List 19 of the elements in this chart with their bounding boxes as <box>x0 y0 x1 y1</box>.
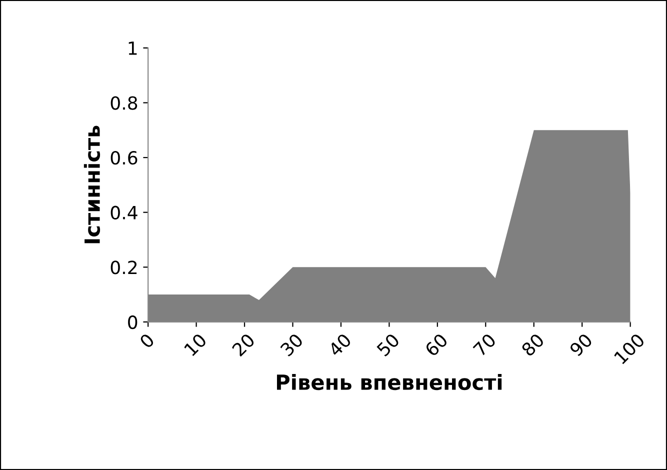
x-tick-label: 60 <box>424 332 448 357</box>
x-tick-label: 70 <box>472 332 497 357</box>
x-tick-label: 30 <box>280 332 304 357</box>
y-axis-title: Істинність <box>84 126 100 244</box>
x-tick-label: 10 <box>184 332 208 356</box>
x-tick-label: 100 <box>614 332 646 365</box>
y-tick-label: 1 <box>128 42 137 55</box>
x-tick-label: 90 <box>568 332 594 357</box>
y-tick-label: 0.6 <box>110 151 138 165</box>
y-tick-label: 0.8 <box>110 96 138 110</box>
x-tick-label: 0 <box>138 332 155 349</box>
y-tick-label: 0.2 <box>110 260 137 274</box>
x-tick-label: 50 <box>376 332 400 357</box>
y-tick-label: 0 <box>128 315 138 330</box>
x-axis-title: Рівень впевненості <box>276 374 502 390</box>
x-tick-label: 20 <box>231 332 256 357</box>
y-tick-label: 0.4 <box>110 206 138 220</box>
x-tick-label: 80 <box>520 332 545 357</box>
x-tick-label: 40 <box>328 332 352 358</box>
